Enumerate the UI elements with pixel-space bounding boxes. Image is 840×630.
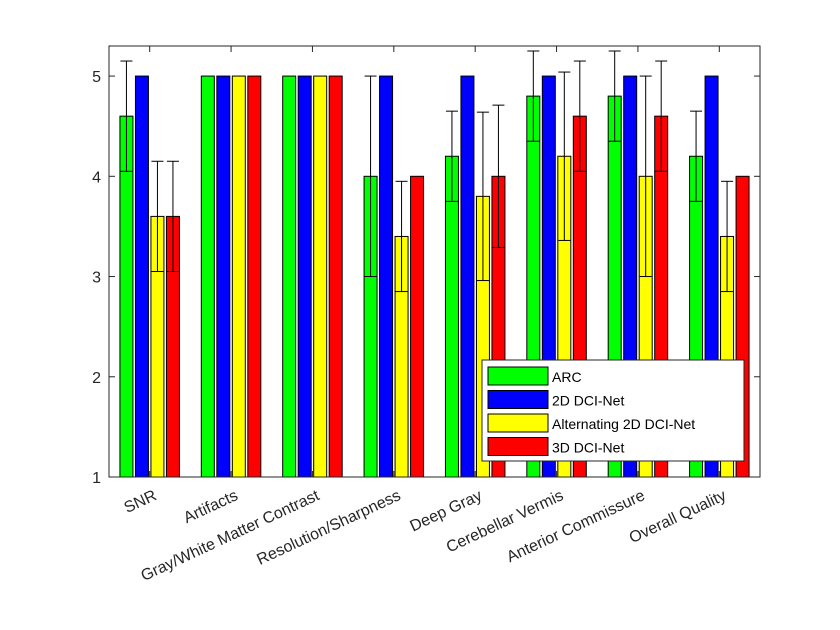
errorbars-layer bbox=[120, 50, 734, 293]
legend-swatch bbox=[487, 366, 549, 386]
bar bbox=[410, 175, 425, 478]
bar bbox=[444, 155, 459, 478]
bar bbox=[297, 75, 312, 478]
bar bbox=[231, 75, 246, 478]
plot-frame bbox=[108, 45, 761, 478]
y-axis: 1 2 3 4 5 bbox=[92, 69, 760, 487]
bar bbox=[200, 75, 215, 478]
bar bbox=[247, 75, 262, 478]
y-tick-label: 4 bbox=[92, 169, 101, 186]
bar bbox=[379, 75, 394, 478]
bar bbox=[460, 75, 475, 478]
bar bbox=[282, 75, 297, 478]
legend-swatch bbox=[487, 437, 549, 456]
bar bbox=[216, 75, 231, 478]
x-tick-label: SNR bbox=[122, 487, 160, 517]
bar bbox=[313, 75, 328, 478]
y-tick-label: 1 bbox=[92, 470, 101, 487]
legend-swatch bbox=[487, 390, 549, 409]
legend-label: Alternating 2D DCI-Net bbox=[552, 416, 695, 432]
bar bbox=[134, 75, 149, 478]
x-tick-label: Resolution/Sharpness bbox=[254, 487, 403, 569]
legend-label: ARC bbox=[552, 369, 582, 385]
y-tick-label: 3 bbox=[92, 270, 101, 287]
y-tick-label: 2 bbox=[92, 370, 101, 387]
x-tick-label: Artifacts bbox=[181, 487, 241, 527]
y-tick-label: 5 bbox=[92, 69, 101, 86]
legend: ARC 2D DCI-Net Alternating 2D DCI-Net 3D DC… bbox=[481, 359, 745, 462]
legend-label: 3D DCI-Net bbox=[552, 440, 624, 456]
bar bbox=[328, 75, 343, 478]
legend-label: 2D DCI-Net bbox=[552, 393, 624, 409]
x-tick-label: Anterior Commissure bbox=[504, 487, 647, 566]
legend-swatch bbox=[487, 413, 549, 433]
